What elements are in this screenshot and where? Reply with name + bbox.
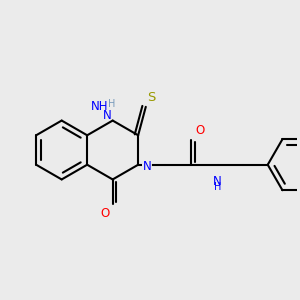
Text: H: H: [107, 99, 115, 110]
Text: H: H: [214, 182, 221, 192]
Text: N: N: [142, 160, 151, 173]
Text: O: O: [100, 207, 110, 220]
Text: S: S: [147, 91, 156, 104]
Text: N: N: [103, 109, 112, 122]
Text: NH: NH: [91, 100, 108, 113]
Text: O: O: [196, 124, 205, 137]
Text: N: N: [213, 175, 222, 188]
